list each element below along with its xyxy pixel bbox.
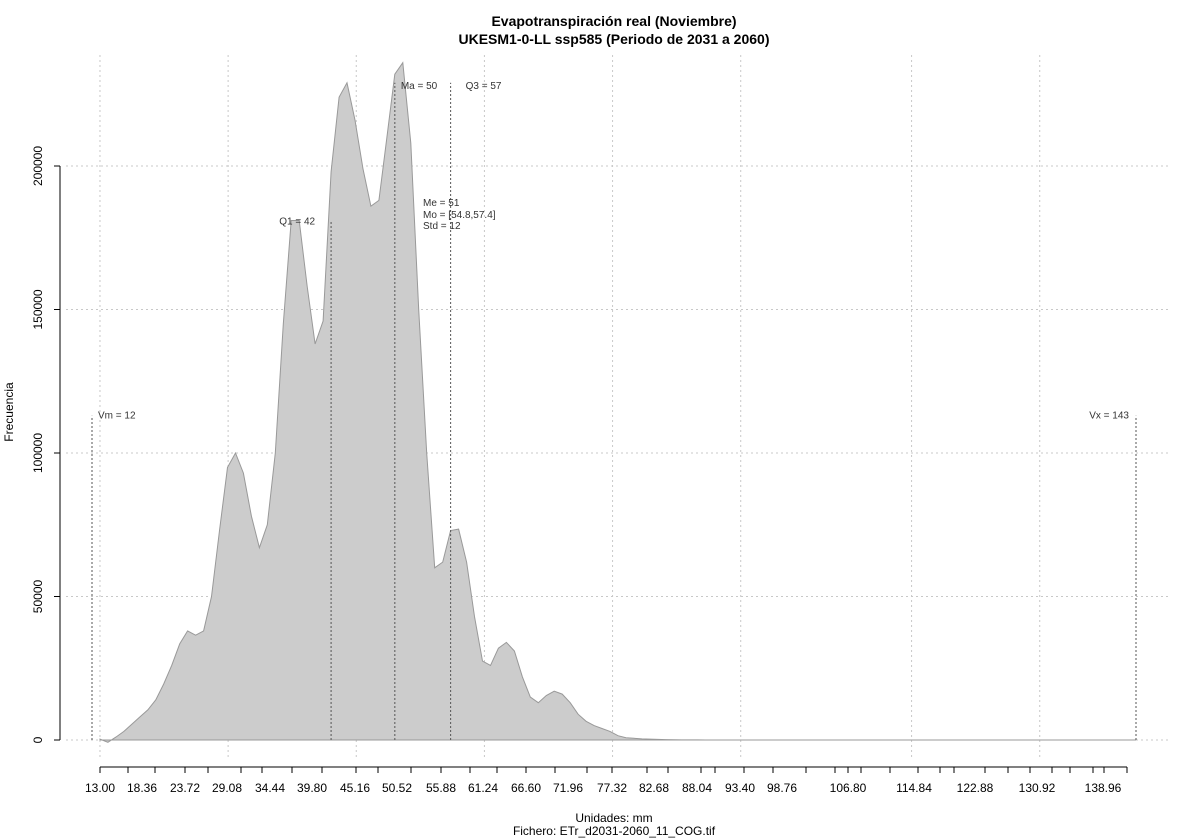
stat-std: Std = 12 xyxy=(423,221,461,232)
x-tick-label: 138.96 xyxy=(1085,781,1122,795)
x-tick-label: 122.88 xyxy=(957,781,994,795)
x-tick-label: 23.72 xyxy=(170,781,200,795)
x-tick-label: 130.92 xyxy=(1019,781,1056,795)
x-tick-label: 55.88 xyxy=(426,781,456,795)
x-tick-label: 50.52 xyxy=(382,781,412,795)
x-tick-label: 77.32 xyxy=(597,781,627,795)
x-tick-label: 45.16 xyxy=(340,781,370,795)
y-tick-label: 0 xyxy=(31,736,45,743)
marker-label: Vm = 12 xyxy=(98,411,136,422)
x-tick-label: 93.40 xyxy=(725,781,755,795)
x-tick-label: 18.36 xyxy=(127,781,157,795)
y-tick-label: 50000 xyxy=(31,579,45,613)
y-axis-label: Frecuencia xyxy=(2,382,16,442)
y-tick-label: 150000 xyxy=(31,289,45,329)
marker-layer: Vm = 12 Q1 = 42 Ma = 50 Q3 = 57 Vx = 143 xyxy=(91,81,1137,740)
footer-filename: Fichero: ETr_d2031-2060_11_COG.tif xyxy=(513,824,716,838)
stat-mode: Mo = [54.8,57.4] xyxy=(423,210,496,221)
area-layer xyxy=(99,61,1136,743)
x-tick-label: 114.84 xyxy=(896,781,932,795)
stat-median: Me = 51 xyxy=(423,198,460,209)
x-tick-label: 34.44 xyxy=(255,781,285,795)
marker-label: Vx = 143 xyxy=(1089,411,1129,422)
marker-label: Q3 = 57 xyxy=(466,81,502,92)
y-tick-label: 100000 xyxy=(31,433,45,473)
x-axis-label: Unidades: mm xyxy=(575,811,652,825)
chart-subtitle: UKESM1-0-LL ssp585 (Periodo de 2031 a 20… xyxy=(459,31,770,47)
marker-label: Q1 = 42 xyxy=(279,217,315,228)
x-tick-label: 66.60 xyxy=(511,781,541,795)
marker-label: Ma = 50 xyxy=(401,81,438,92)
x-tick-label: 106.80 xyxy=(830,781,867,795)
x-tick-label: 13.00 xyxy=(85,781,115,795)
x-tick-label: 98.76 xyxy=(767,781,797,795)
x-tick-label: 82.68 xyxy=(639,781,669,795)
x-tick-label: 29.08 xyxy=(212,781,242,795)
x-tick-label: 88.04 xyxy=(682,781,712,795)
chart-title: Evapotranspiración real (Noviembre) xyxy=(491,13,736,29)
axis-layer: 13.00 18.36 23.72 29.08 34.44 39.80 45.16 50.52… xyxy=(31,146,1128,795)
x-tick-label: 71.96 xyxy=(553,781,583,795)
y-tick-label: 200000 xyxy=(31,146,45,186)
x-tick-label: 39.80 xyxy=(297,781,327,795)
density-area xyxy=(99,61,1136,743)
x-tick-label: 61.24 xyxy=(468,781,498,795)
